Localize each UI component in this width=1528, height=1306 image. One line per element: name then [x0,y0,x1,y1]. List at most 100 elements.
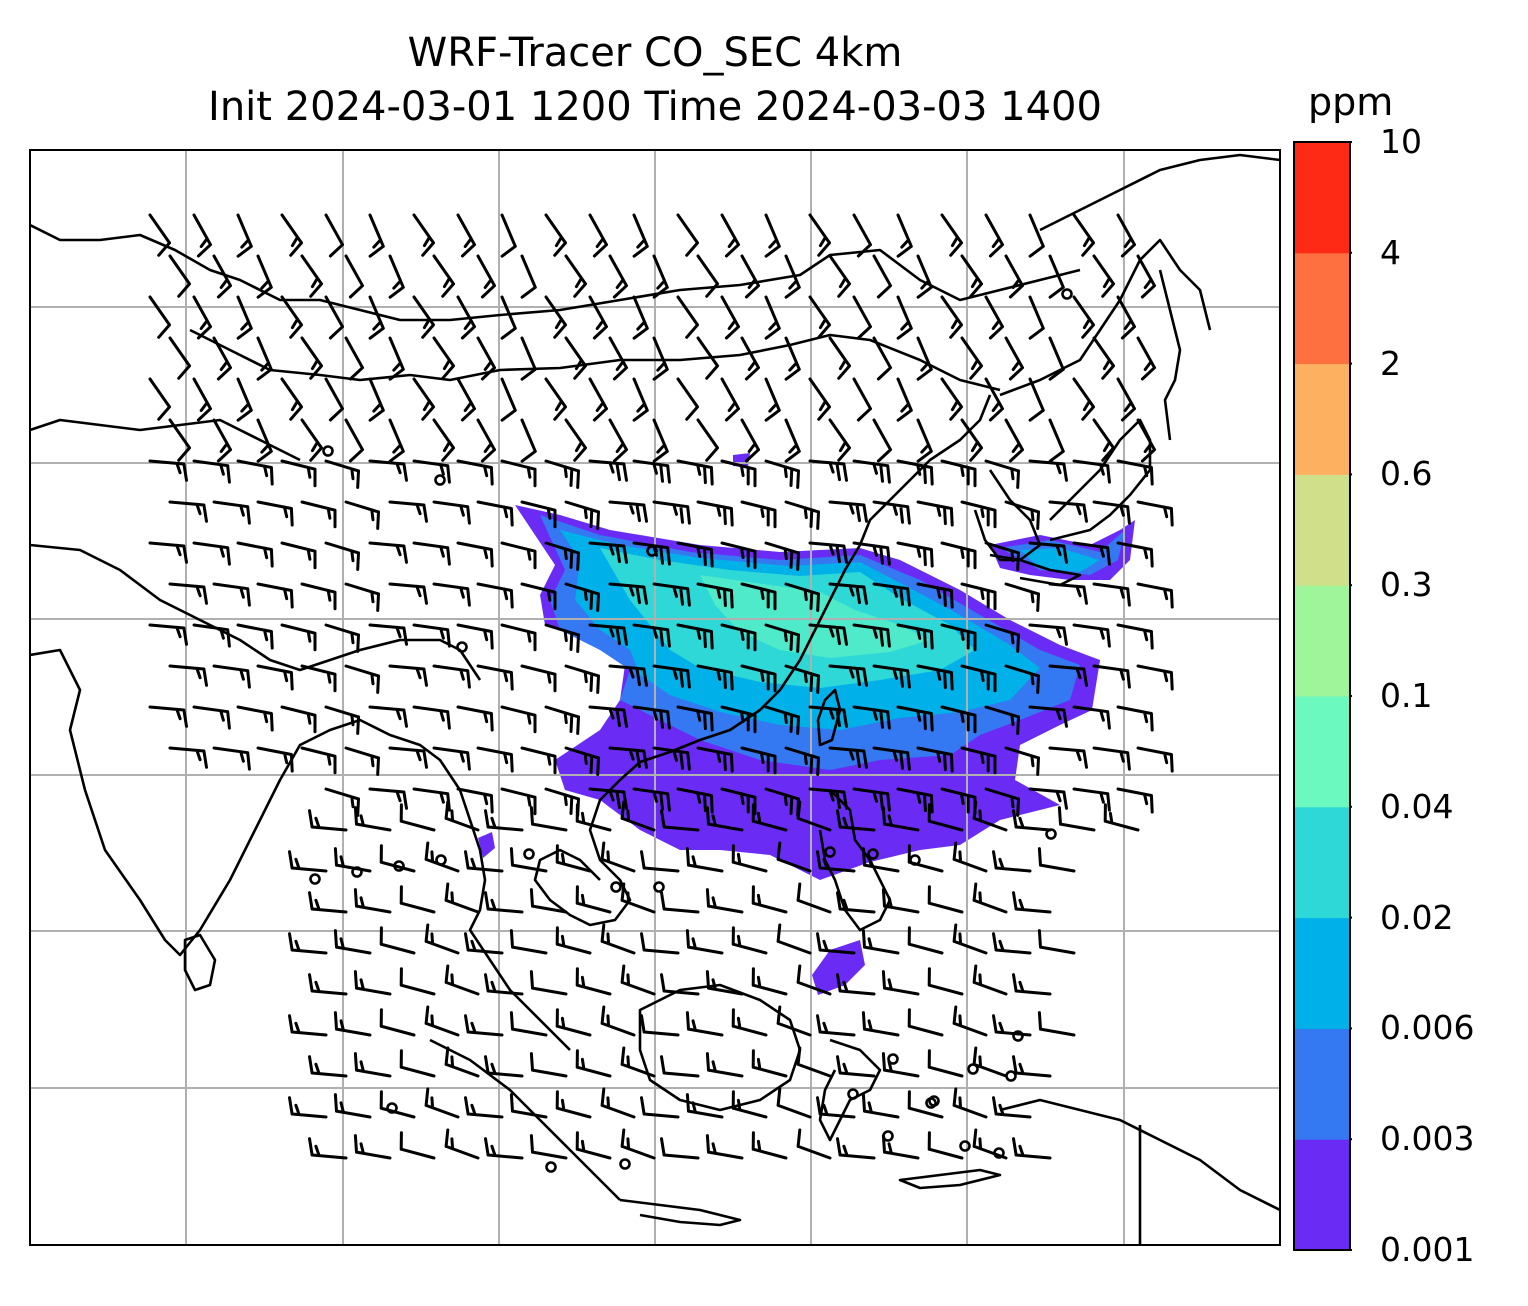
wind-barb [984,459,1020,489]
wind-barb [529,1052,568,1078]
wind-barb [676,787,714,814]
wind-barb [379,1008,416,1037]
wind-barb [808,213,831,257]
wind-barb [324,705,360,735]
wind-barb [852,705,891,730]
wind-barb [907,1090,944,1119]
wind-barb [256,500,294,527]
wind-barb [940,541,977,570]
wind-barb [520,746,557,775]
wind-barb [660,891,700,914]
wind-barb [432,418,455,462]
wind-barb [1116,623,1154,650]
wind-barb [308,1137,348,1160]
wind-barb [520,664,557,693]
wind-barb [1048,336,1065,381]
wind-barb [1136,582,1174,609]
wind-barb [952,1087,988,1119]
wind-barb [192,705,231,730]
wind-barb [509,1011,548,1037]
wind-barb [324,623,360,653]
wind-barb [676,459,714,486]
wind-barb [1116,705,1154,732]
wind-barb [1037,847,1076,873]
map-title-line1: WRF-Tracer CO_SEC 4km [407,30,903,76]
wind-barb [740,582,777,611]
wind-barb [236,541,274,568]
wind-barb [696,582,734,609]
wind-barb [927,803,964,832]
wind-barb [1004,418,1024,463]
wind-barb [256,664,294,691]
wind-barb [148,541,188,564]
wind-barb [388,664,428,687]
wind-barb [836,973,876,996]
wind-barb [852,541,891,566]
wind-barb [476,500,514,527]
wind-barb [660,809,700,832]
wind-barb [872,336,892,381]
wind-barb [308,1055,348,1078]
wind-barb [588,213,608,258]
wind-barb [588,623,628,646]
wind-barb [564,664,600,694]
wind-barb [881,970,920,996]
wind-barb [500,459,537,488]
wind-barb [652,664,691,689]
wind-barb [1004,664,1040,694]
wind-barb [300,500,337,529]
wind-barb [916,254,933,299]
wind-barb [509,1093,548,1119]
wind-barb [424,841,460,873]
wind-barb [720,459,757,488]
wind-barb [764,377,781,422]
wind-barb [500,623,537,652]
wind-barb [300,664,337,693]
wind-barb [916,500,954,527]
wind-barb [720,295,740,340]
wind-barb [652,746,691,771]
border-central-asia [30,223,1081,322]
wind-barb [368,459,408,482]
wind-barb [632,295,649,340]
wind-barb [1092,418,1115,462]
wind-barb [300,254,323,298]
wind-barb [368,787,408,810]
wind-barb [916,582,954,609]
wind-barb [288,850,328,873]
wind-barb [256,582,294,609]
wind-barb [236,459,274,486]
wind-barb [1012,1137,1052,1160]
wind-barb [1072,459,1111,484]
wind-barb [464,932,504,955]
coastline-java [619,1198,742,1227]
wind-barb [148,623,188,646]
wind-barb [1048,746,1088,769]
wind-barb [1048,664,1088,687]
wind-barb [399,885,436,914]
wind-barb [236,213,253,258]
wind-barb [696,746,734,773]
wind-barb [456,541,494,568]
wind-barb [1116,459,1154,486]
wind-barb [872,746,911,771]
wind-barb [456,295,476,340]
wind-barb [588,787,628,810]
wind-barb [620,882,656,914]
wind-barb [632,705,671,730]
wind-barb [676,377,699,421]
wind-barb [685,1011,724,1037]
wind-barb [484,973,524,996]
wind-barb [660,1137,700,1160]
wind-barb [456,787,494,814]
colorbar-segment [1294,252,1350,365]
wind-barb [652,500,691,525]
wind-barb [1116,541,1154,568]
wind-barb [685,929,724,955]
wind-barb [1116,787,1154,814]
wind-barb [575,967,612,996]
coastline-far-east [999,238,1212,397]
wind-barb [388,336,405,381]
wind-barb [324,295,344,340]
wind-barb [992,1014,1032,1037]
